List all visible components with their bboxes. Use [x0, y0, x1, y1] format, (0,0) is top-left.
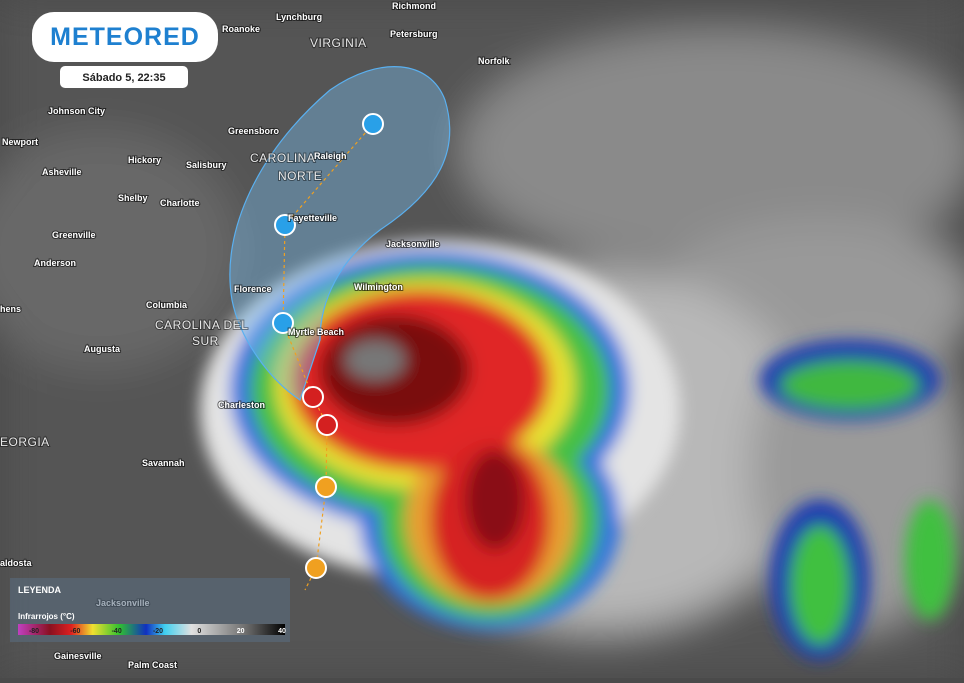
city-label: Gainesville	[54, 651, 102, 661]
legend-subtitle: Infrarrojos (°C)	[18, 612, 75, 621]
legend-title: LEYENDA	[18, 585, 62, 595]
city-label: Charlotte	[160, 198, 200, 208]
city-label: Norfolk	[478, 56, 510, 66]
track-icons	[272, 113, 384, 579]
city-label: Savannah	[142, 458, 185, 468]
city-label: Newport	[2, 137, 38, 147]
city-label: Roanoke	[222, 24, 260, 34]
city-label: Greensboro	[228, 126, 280, 136]
storm-east	[760, 340, 955, 660]
city-label: Hickory	[128, 155, 161, 165]
city-label: Myrtle Beach	[288, 327, 344, 337]
city-label: Salisbury	[186, 160, 227, 170]
city-label: Charleston	[218, 400, 265, 410]
legend-tick: -20	[153, 628, 163, 635]
legend-tick: 40	[278, 628, 286, 635]
region-label: CAROLINA DEL	[155, 318, 248, 332]
legend-tick: 0	[197, 628, 201, 635]
region-labels: VIRGINIA CAROLINA NORTE CAROLINA DEL SUR…	[0, 35, 367, 450]
city-label: aldosta	[0, 558, 33, 568]
timestamp: Sábado 5, 22:35	[82, 72, 165, 84]
timestamp-box	[60, 66, 188, 88]
city-label: Columbia	[146, 300, 188, 310]
city-label: Jacksonville	[386, 239, 440, 249]
city-label: Raleigh	[314, 151, 347, 161]
logo: METEORED	[32, 12, 218, 62]
city-label: Augusta	[84, 344, 121, 354]
city-label: Lynchburg	[276, 12, 322, 22]
city-label: Johnson City	[48, 106, 105, 116]
region-label: VIRGINIA	[310, 36, 367, 50]
city-label: Greenville	[52, 230, 96, 240]
city-label: Palm Coast	[128, 660, 177, 670]
legend: LEYENDA Infrarrojos (°C) -80 -60 -40 -20 0 20…	[10, 578, 290, 642]
region-label: EORGIA	[0, 435, 50, 449]
legend-tick: 20	[237, 628, 245, 635]
city-label: Wilmington	[354, 282, 403, 292]
city-label: Petersburg	[390, 29, 438, 39]
legend-tick: -40	[112, 628, 122, 635]
city-label: Richmond	[392, 1, 436, 11]
city-label: hens	[0, 304, 21, 314]
region-label: NORTE	[278, 169, 322, 183]
city-label: Shelby	[118, 193, 148, 203]
city-label: Fayetteville	[288, 213, 337, 223]
region-label: SUR	[192, 334, 219, 348]
storm-track	[282, 123, 374, 591]
logo-text: METEORED	[50, 23, 200, 51]
city-label: Florence	[234, 284, 272, 294]
legend-tick: -60	[70, 628, 80, 635]
region-label: CAROLINA	[250, 151, 315, 165]
city-label: Anderson	[34, 258, 76, 268]
city-label: Asheville	[42, 167, 82, 177]
legend-tick: -80	[29, 628, 39, 635]
hurricane	[200, 240, 680, 630]
